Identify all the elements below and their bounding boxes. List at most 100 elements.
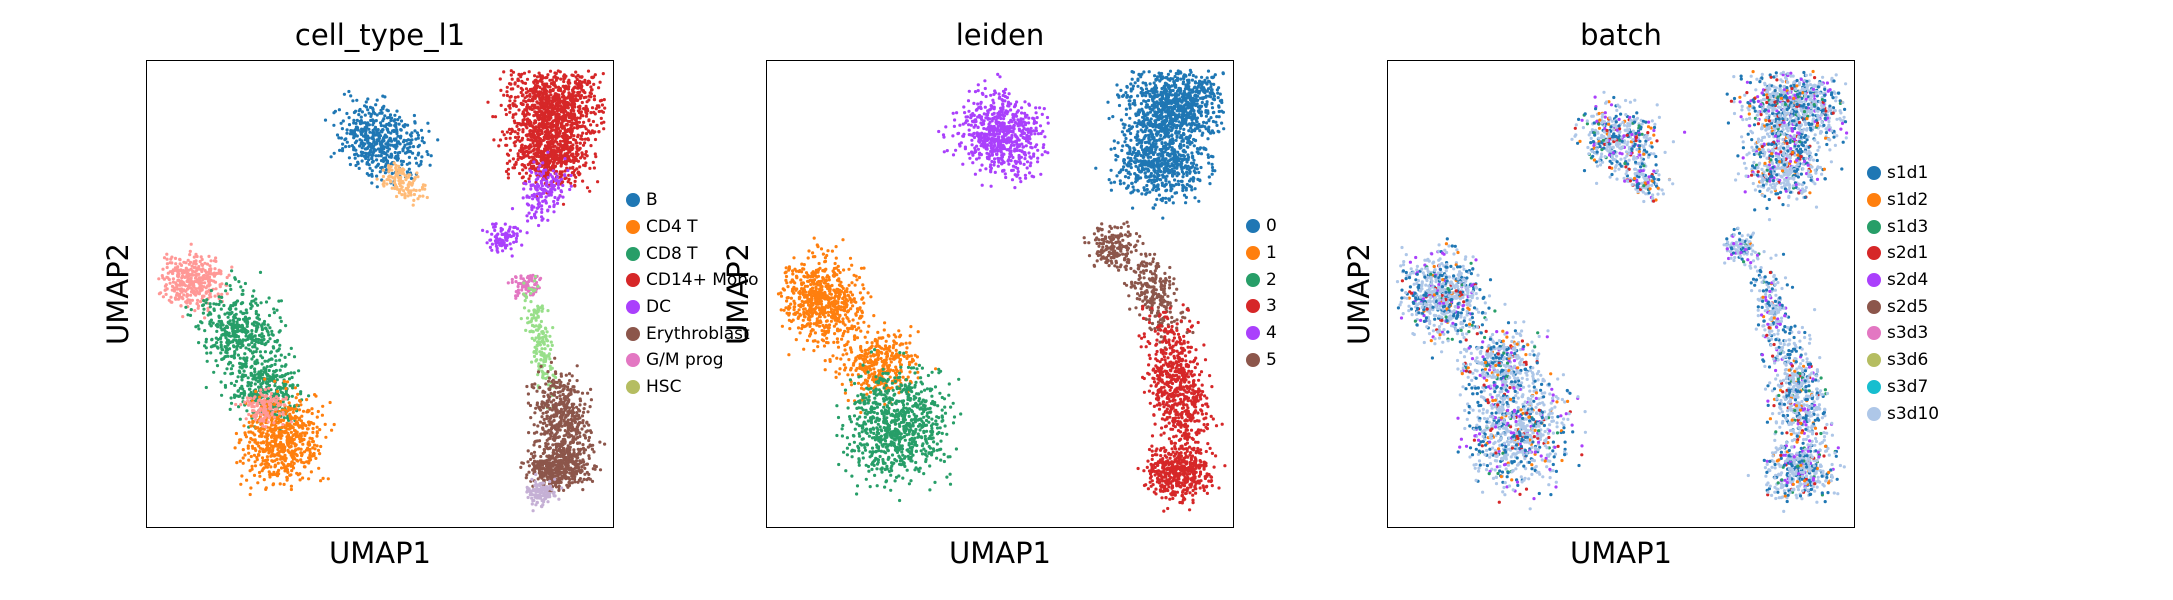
- scatter-point: [202, 307, 206, 311]
- scatter-point: [264, 370, 268, 374]
- scatter-point: [556, 425, 560, 429]
- scatter-point: [210, 337, 214, 341]
- scatter-point: [567, 435, 571, 439]
- scatter-point: [529, 452, 534, 456]
- scatter-point: [254, 362, 258, 366]
- scatter-point: [370, 136, 374, 140]
- scatter-point: [409, 134, 413, 138]
- scatter-point: [201, 303, 205, 308]
- scatter-point: [387, 164, 391, 168]
- scatter-point: [522, 155, 526, 159]
- scatter-point: [564, 407, 568, 411]
- scatter-point: [380, 178, 384, 182]
- scatter-point: [572, 477, 577, 481]
- scatter-point: [576, 417, 580, 421]
- scatter-point: [577, 468, 581, 472]
- scatter-point: [539, 276, 543, 280]
- scatter-point: [188, 260, 193, 264]
- scatter-point: [539, 140, 543, 144]
- scatter-point: [385, 108, 389, 112]
- scatter-point: [586, 129, 590, 133]
- scatter-point: [546, 309, 550, 313]
- scatter-point: [571, 73, 575, 78]
- scatter-point: [508, 148, 512, 152]
- scatter-point: [382, 124, 386, 128]
- scatter-point: [549, 93, 553, 97]
- scatter-point: [529, 291, 533, 295]
- scatter-point: [546, 73, 550, 77]
- scatter-point: [267, 368, 271, 373]
- scatter-point: [551, 148, 556, 152]
- scatter-point: [536, 477, 540, 481]
- scatter-point: [215, 341, 219, 345]
- scatter-point: [236, 317, 240, 321]
- scatter-point: [375, 131, 380, 135]
- scatter-point: [539, 364, 543, 368]
- scatter-point: [584, 161, 588, 165]
- scatter-point: [323, 422, 327, 426]
- scatter-point: [573, 168, 577, 172]
- scatter-point: [548, 387, 552, 391]
- scatter-point: [175, 285, 179, 289]
- scatter-point: [228, 340, 232, 345]
- scatter-point: [250, 357, 254, 361]
- scatter-point: [560, 424, 564, 428]
- scatter-point: [404, 177, 408, 181]
- scatter-point: [360, 159, 364, 163]
- scatter-point: [575, 436, 579, 440]
- scatter-point: [563, 384, 567, 388]
- scatter-point: [194, 262, 198, 266]
- scatter-point: [561, 202, 566, 206]
- scatter-point: [546, 94, 550, 98]
- scatter-point: [493, 239, 498, 243]
- scatter-point: [554, 474, 558, 478]
- scatter-point: [253, 343, 257, 347]
- scatter-point: [395, 156, 399, 160]
- scatter-point: [553, 128, 558, 132]
- scatter-point: [521, 461, 525, 465]
- scatter-point: [223, 385, 228, 389]
- scatter-point: [585, 420, 589, 424]
- scatter-point: [586, 137, 590, 141]
- scatter-point: [562, 134, 566, 138]
- scatter-point: [381, 128, 385, 132]
- scatter-point: [589, 88, 594, 92]
- scatter-point: [576, 428, 580, 432]
- scatter-point: [530, 138, 534, 142]
- scatter-point: [530, 477, 534, 481]
- scatter-point: [583, 137, 587, 141]
- scatter-point: [600, 121, 604, 125]
- scatter-point: [584, 131, 589, 136]
- scatter-point: [275, 338, 280, 343]
- scatter-point: [578, 107, 582, 111]
- scatter-point: [376, 162, 380, 166]
- scatter-point: [520, 176, 524, 180]
- scatter-point: [402, 189, 406, 193]
- scatter-point: [370, 174, 374, 178]
- scatter-point: [541, 307, 545, 311]
- scatter-point: [188, 253, 192, 257]
- scatter-point: [599, 116, 603, 120]
- scatter-point: [257, 337, 261, 342]
- scatter-point: [532, 155, 536, 160]
- scatter-point: [558, 153, 562, 157]
- scatter-point: [371, 133, 375, 137]
- scatter-point: [224, 349, 228, 353]
- scatter-point: [177, 278, 181, 282]
- scatter-point: [598, 80, 602, 84]
- scatter-point: [560, 144, 564, 148]
- scatter-point: [592, 131, 596, 135]
- scatter-point: [262, 337, 266, 341]
- scatter-point: [569, 135, 573, 139]
- scatter-point: [213, 267, 217, 271]
- scatter-point: [179, 287, 184, 291]
- scatter-point: [242, 424, 246, 428]
- scatter-point: [568, 471, 572, 475]
- scatter-point: [527, 122, 531, 126]
- scatter-point: [363, 113, 367, 117]
- scatter-point: [415, 161, 419, 165]
- scatter-point: [262, 478, 266, 482]
- scatter-point: [582, 96, 586, 100]
- scatter-point: [274, 368, 278, 373]
- scatter-point: [552, 203, 556, 207]
